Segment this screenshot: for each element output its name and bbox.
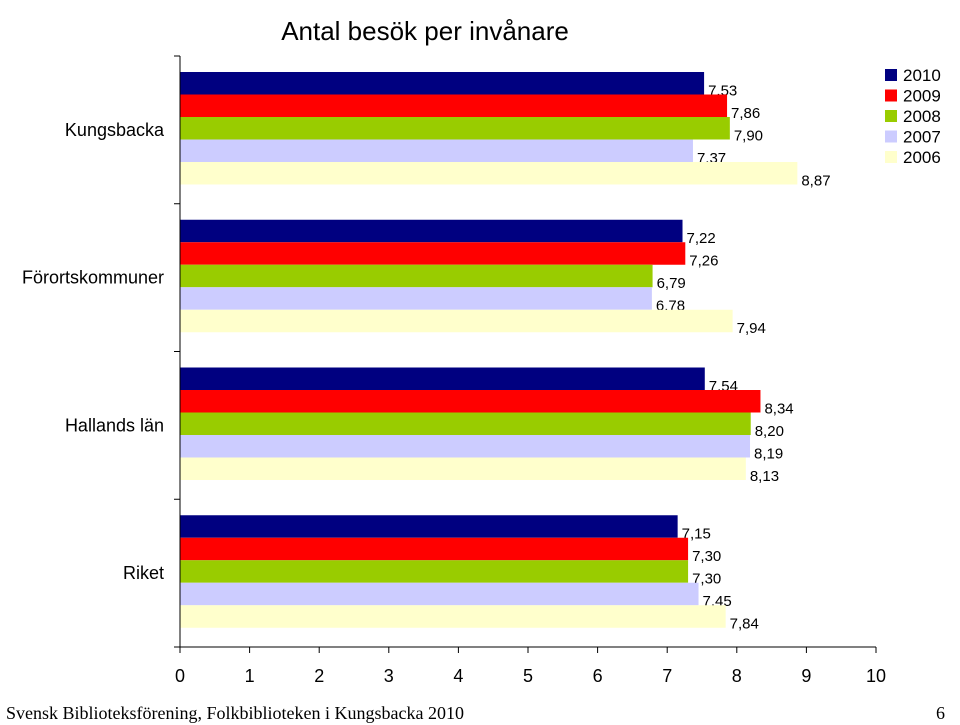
value-label-riket-2006: 7,84 <box>730 616 759 633</box>
bar-kungsbacka-2006 <box>180 162 798 185</box>
legend-label-2009: 2009 <box>903 87 941 106</box>
legend-swatch-2007 <box>885 130 897 143</box>
bar-hallands-lan-2010 <box>180 367 705 390</box>
page-number: 6 <box>936 703 945 723</box>
x-tick-label-2: 2 <box>314 666 324 686</box>
bar-riket-2009 <box>180 537 689 561</box>
value-label-hallands-lan-2009: 8,34 <box>764 400 793 417</box>
value-label-hallands-lan-2008: 8,20 <box>755 423 784 440</box>
bar-forortskommuner-2006 <box>180 309 733 333</box>
x-tick-label-6: 6 <box>593 666 603 686</box>
value-label-hallands-lan-2006: 8,13 <box>750 468 779 485</box>
x-tick-label-4: 4 <box>453 666 463 686</box>
bar-riket-2006 <box>180 605 726 628</box>
bar-forortskommuner-2009 <box>180 242 686 265</box>
bar-kungsbacka-2008 <box>180 117 730 140</box>
legend-swatch-2006 <box>885 151 897 163</box>
bar-riket-2010 <box>180 515 678 538</box>
chart-title: Antal besök per invånare <box>281 16 569 46</box>
legend-label-2008: 2008 <box>903 107 941 126</box>
value-label-kungsbacka-2006: 8,87 <box>801 172 830 189</box>
value-label-kungsbacka-2008: 7,90 <box>734 127 763 144</box>
bar-kungsbacka-2009 <box>180 94 728 117</box>
value-label-forortskommuner-2008: 6,79 <box>657 275 686 292</box>
category-label-riket: Riket <box>123 563 164 583</box>
bar-forortskommuner-2008 <box>180 264 653 288</box>
x-tick-label-8: 8 <box>732 666 742 686</box>
value-label-riket-2010: 7,15 <box>682 526 711 543</box>
category-label-kungsbacka: Kungsbacka <box>65 120 165 140</box>
x-tick-label-5: 5 <box>523 666 533 686</box>
value-label-kungsbacka-2009: 7,86 <box>731 105 760 122</box>
bar-hallands-lan-2006 <box>180 457 746 480</box>
category-label-forortskommuner: Förortskommuner <box>22 268 164 288</box>
legend-label-2007: 2007 <box>903 128 941 147</box>
x-tick-label-7: 7 <box>662 666 672 686</box>
legend-swatch-2009 <box>885 89 897 102</box>
footer-source: Svensk Biblioteksförening, Folkbibliotek… <box>6 703 464 723</box>
legend-swatch-2010 <box>885 69 897 81</box>
value-label-riket-2008: 7,30 <box>692 571 721 588</box>
bar-hallands-lan-2008 <box>180 412 751 435</box>
x-tick-label-9: 9 <box>801 666 811 686</box>
bar-forortskommuner-2010 <box>180 219 683 243</box>
value-label-forortskommuner-2006: 7,94 <box>737 320 766 337</box>
bar-riket-2008 <box>180 560 689 583</box>
bar-hallands-lan-2009 <box>180 390 761 413</box>
bar-riket-2007 <box>180 582 699 606</box>
x-tick-label-3: 3 <box>384 666 394 686</box>
legend-swatch-2008 <box>885 110 897 122</box>
x-tick-label-1: 1 <box>245 666 255 686</box>
legend-label-2006: 2006 <box>903 148 941 167</box>
bar-kungsbacka-2007 <box>180 139 693 162</box>
plot-area: 7,537,867,907,378,87Kungsbacka7,227,266,… <box>22 55 886 686</box>
bar-forortskommuner-2007 <box>180 287 652 310</box>
legend-label-2010: 2010 <box>903 66 941 85</box>
value-label-forortskommuner-2010: 7,22 <box>687 230 716 247</box>
value-label-hallands-lan-2007: 8,19 <box>754 445 783 462</box>
x-tick-label-10: 10 <box>866 666 886 686</box>
bar-kungsbacka-2010 <box>180 72 705 95</box>
category-label-hallands-lan: Hallands län <box>65 415 164 435</box>
x-tick-label-0: 0 <box>175 666 185 686</box>
bar-hallands-lan-2007 <box>180 435 751 458</box>
value-label-riket-2009: 7,30 <box>692 548 721 565</box>
value-label-forortskommuner-2009: 7,26 <box>689 253 718 270</box>
